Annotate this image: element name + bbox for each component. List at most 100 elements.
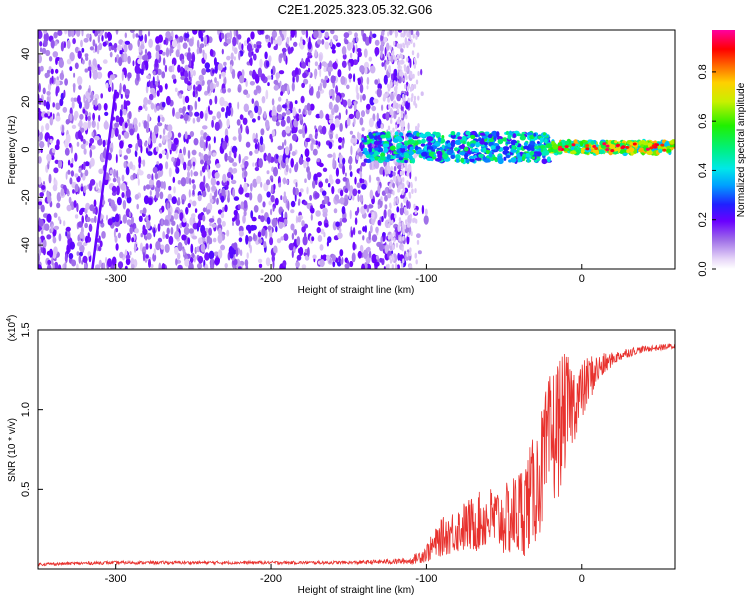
noise-cell	[70, 163, 74, 168]
noise-cell	[323, 66, 327, 72]
noise-cell	[191, 53, 196, 63]
noise-cell	[391, 30, 395, 33]
noise-cell	[413, 84, 417, 89]
noise-cell	[319, 62, 322, 70]
noise-cell	[123, 155, 128, 160]
noise-cell	[265, 119, 270, 129]
noise-cell	[180, 66, 184, 73]
noise-cell	[271, 115, 278, 122]
signal-cell	[470, 143, 476, 148]
noise-cell	[129, 128, 134, 136]
noise-cell	[192, 70, 196, 77]
snr-panel: -300 -200 -100 0 0.51.01.5 Height of straig…	[6, 315, 676, 596]
noise-cell	[194, 100, 198, 111]
signal-cell	[430, 151, 434, 157]
noise-cell	[287, 46, 292, 55]
noise-cell	[409, 58, 412, 69]
noise-cell	[213, 251, 219, 257]
signal-cell	[484, 131, 490, 135]
snr-multiplier-label: (x104)	[6, 315, 18, 342]
noise-cell	[98, 114, 101, 122]
noise-cell	[327, 201, 331, 207]
noise-cell	[377, 219, 381, 226]
noise-cell	[113, 229, 116, 238]
noise-cell	[207, 169, 211, 180]
noise-cell	[188, 38, 194, 47]
signal-cell	[569, 150, 577, 155]
noise-cell	[196, 39, 200, 49]
noise-cell	[105, 82, 109, 89]
noise-cell	[64, 253, 68, 264]
noise-cell	[290, 209, 295, 214]
noise-cell	[282, 195, 287, 204]
noise-cell	[298, 129, 304, 135]
signal-cell	[427, 146, 434, 150]
noise-cell	[97, 64, 100, 69]
noise-cell	[72, 189, 75, 194]
noise-cell	[350, 137, 355, 144]
noise-cell	[134, 64, 140, 75]
noise-cell	[291, 82, 295, 92]
noise-cell	[123, 44, 128, 53]
noise-cell	[157, 115, 161, 124]
noise-cell	[219, 74, 222, 79]
noise-cell	[55, 79, 60, 87]
noise-cell	[175, 49, 180, 58]
noise-cell	[390, 55, 394, 63]
noise-cell	[119, 251, 124, 259]
noise-cell	[89, 137, 95, 144]
signal-cell	[404, 142, 409, 146]
noise-cell	[414, 209, 417, 215]
noise-cell	[401, 262, 404, 268]
noise-cell	[223, 61, 227, 66]
noise-cell	[200, 77, 203, 86]
noise-cell	[60, 92, 65, 101]
noise-cell	[408, 251, 412, 257]
noise-cell	[74, 183, 79, 193]
noise-cell	[123, 52, 128, 63]
noise-cell	[266, 216, 271, 225]
noise-cell	[401, 170, 405, 176]
noise-cell	[38, 264, 42, 269]
noise-cell	[357, 131, 360, 140]
noise-cell	[87, 115, 91, 121]
signal-cell	[574, 147, 577, 151]
noise-cell	[222, 140, 228, 150]
noise-cell	[73, 97, 78, 102]
noise-cell	[118, 149, 121, 154]
noise-cell	[132, 32, 135, 39]
noise-cell	[211, 223, 217, 228]
noise-cell	[204, 113, 208, 122]
noise-cell	[91, 121, 95, 126]
noise-cell	[152, 166, 158, 174]
noise-cell	[409, 264, 412, 269]
noise-cell	[142, 159, 146, 167]
noise-cell	[135, 150, 138, 157]
spectrogram-x-tick-label: -300	[105, 273, 127, 285]
noise-cell	[401, 164, 404, 170]
noise-cell	[357, 55, 360, 63]
noise-cell	[232, 221, 234, 226]
signal-cell	[374, 147, 380, 151]
noise-cell	[126, 147, 132, 154]
noise-cell	[155, 50, 160, 61]
noise-cell	[80, 186, 84, 192]
noise-cell	[335, 95, 341, 103]
noise-cell	[402, 224, 405, 230]
figure-title: C2E1.2025.323.05.32.G06	[278, 2, 433, 17]
noise-cell	[403, 64, 407, 70]
signal-cell	[408, 150, 415, 156]
noise-cell	[417, 95, 420, 101]
noise-cell	[66, 234, 71, 240]
noise-cell	[48, 173, 52, 184]
noise-cell	[253, 138, 259, 144]
noise-cell	[402, 187, 406, 193]
noise-cell	[52, 102, 55, 108]
noise-cell	[159, 134, 162, 139]
peak-cell	[655, 143, 659, 147]
noise-cell	[280, 236, 285, 241]
noise-cell	[159, 191, 164, 200]
noise-cell	[143, 185, 146, 192]
noise-cell	[42, 247, 46, 256]
